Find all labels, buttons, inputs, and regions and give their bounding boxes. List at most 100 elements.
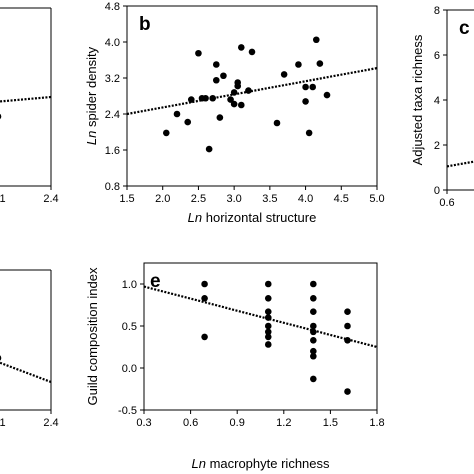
panel-label: b bbox=[139, 14, 151, 35]
y-axis-label: Adjusted taxa richness bbox=[410, 34, 425, 165]
x-tick-label: 2.1 bbox=[0, 417, 6, 429]
data-point bbox=[201, 333, 208, 341]
data-point bbox=[305, 129, 313, 137]
x-tick-label: 1.2 bbox=[276, 417, 291, 429]
x-tick-label: 4.5 bbox=[334, 193, 349, 205]
plot-frame bbox=[126, 5, 378, 187]
data-point bbox=[310, 308, 317, 316]
trend-line bbox=[143, 285, 378, 349]
data-point bbox=[344, 308, 351, 316]
x-tick-label: 1.5 bbox=[119, 193, 134, 205]
data-point bbox=[310, 375, 317, 383]
y-axis-label: Ln spider density bbox=[84, 46, 99, 145]
data-point bbox=[273, 119, 281, 127]
y-tick-label: 2 bbox=[434, 140, 440, 152]
y-tick-label: 0 bbox=[434, 185, 440, 197]
x-tick-label: 2.0 bbox=[155, 193, 170, 205]
x-axis-label: Ln macrophyte richness bbox=[191, 456, 330, 471]
x-tick-label: 1.8 bbox=[369, 417, 384, 429]
data-point bbox=[212, 76, 220, 84]
data-point bbox=[264, 308, 272, 316]
data-point bbox=[264, 341, 272, 348]
data-point bbox=[310, 322, 317, 330]
data-point bbox=[173, 110, 181, 118]
panel-c: 0 2 4 6 8 0.6 c Adjusted taxa richness bbox=[410, 5, 474, 209]
x-tick-label: 2.4 bbox=[43, 417, 58, 429]
panel-b: 1.5 2.0 2.5 3.0 3.5 4.0 4.5 5.0 0.8 1.6 2.4 3.2 4.0 4… bbox=[84, 1, 385, 225]
x-tick-label: 1.5 bbox=[323, 417, 338, 429]
x-axis-label: Ln horizontal structure bbox=[188, 210, 317, 225]
y-tick-label: 1.0 bbox=[122, 279, 137, 291]
data-point bbox=[344, 388, 351, 395]
data-point bbox=[187, 96, 195, 103]
data-point bbox=[227, 96, 234, 103]
data-point bbox=[237, 44, 245, 51]
y-tick-label: 0.0 bbox=[122, 363, 137, 375]
data-point bbox=[248, 48, 256, 56]
x-tick-label: 2.5 bbox=[191, 193, 206, 205]
data-point bbox=[264, 294, 272, 302]
y-tick-label: 2.4 bbox=[105, 109, 120, 121]
panel-label: e bbox=[150, 271, 161, 292]
data-point bbox=[264, 280, 272, 288]
y-tick-label: 1.6 bbox=[105, 145, 120, 157]
trend-line bbox=[0, 95, 52, 103]
data-point bbox=[237, 101, 245, 109]
data-point bbox=[316, 60, 324, 67]
y-tick-label: 4.0 bbox=[105, 37, 120, 49]
data-point bbox=[0, 355, 2, 361]
x-tick-label: 3.5 bbox=[262, 193, 277, 205]
data-point bbox=[245, 87, 252, 94]
data-point bbox=[302, 83, 309, 91]
data-point bbox=[312, 36, 320, 44]
x-tick-label: 2.4 bbox=[43, 193, 58, 205]
data-point bbox=[310, 352, 317, 360]
trend-line bbox=[126, 67, 378, 116]
y-tick-label: -0.5 bbox=[118, 405, 137, 417]
data-point bbox=[295, 61, 302, 68]
data-point bbox=[209, 94, 217, 102]
data-point bbox=[310, 294, 317, 302]
data-point bbox=[264, 333, 272, 341]
data-point bbox=[323, 91, 331, 99]
data-point bbox=[201, 280, 208, 288]
plot-frame bbox=[143, 262, 378, 411]
data-point bbox=[264, 314, 272, 321]
panel-e: 0.3 0.6 0.9 1.2 1.5 1.8 -0.5 0.0 0.5 1.0 e Ln macro… bbox=[85, 262, 385, 471]
data-point bbox=[201, 294, 208, 302]
trend-line bbox=[0, 361, 52, 384]
x-tick-label: 0.6 bbox=[183, 417, 198, 429]
panel-d: 2.1 2.4 bbox=[0, 269, 59, 429]
y-tick-label: 6 bbox=[434, 50, 440, 62]
y-tick-label: 4 bbox=[434, 95, 440, 107]
y-tick-label: 4.8 bbox=[105, 1, 120, 13]
data-point bbox=[184, 118, 192, 126]
data-point bbox=[310, 336, 317, 344]
data-point bbox=[216, 114, 224, 121]
data-point bbox=[344, 336, 351, 344]
data-point bbox=[264, 328, 272, 336]
x-tick-label: 2.1 bbox=[0, 193, 6, 205]
data-point bbox=[264, 322, 272, 330]
data-point bbox=[162, 129, 170, 137]
data-point bbox=[202, 94, 209, 102]
x-tick-label: 5.0 bbox=[369, 193, 384, 205]
data-point bbox=[309, 83, 317, 91]
y-tick-label: 0.5 bbox=[122, 321, 137, 333]
data-point bbox=[302, 98, 309, 105]
y-tick-label: 8 bbox=[434, 5, 440, 17]
data-point bbox=[205, 145, 213, 153]
x-tick-label: 0.3 bbox=[136, 417, 151, 429]
panel-a: 2.1 2.4 bbox=[0, 7, 59, 205]
data-point bbox=[234, 79, 242, 86]
data-point bbox=[212, 61, 220, 68]
trend-line bbox=[446, 160, 474, 168]
x-tick-label: 3.0 bbox=[226, 193, 241, 205]
data-point bbox=[310, 280, 317, 288]
panel-label: c bbox=[459, 18, 470, 39]
x-tick-label: 0.9 bbox=[230, 417, 245, 429]
data-point bbox=[344, 322, 351, 330]
y-tick-label: 0.8 bbox=[105, 181, 120, 193]
data-point bbox=[310, 347, 317, 355]
